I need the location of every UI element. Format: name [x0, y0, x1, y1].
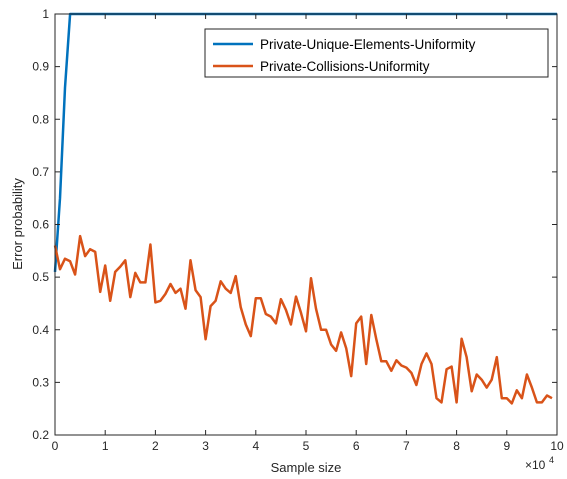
x-tick-label: 1: [102, 439, 109, 453]
series-line-1: [53, 234, 553, 405]
y-tick-label: 0.8: [32, 112, 49, 126]
y-tick-label: 0.3: [32, 375, 49, 389]
y-tick-label: 0.9: [32, 60, 49, 74]
y-tick-label: 0.5: [32, 270, 49, 284]
x-tick-label: 5: [303, 439, 310, 453]
x-exponent: ×10 4: [525, 455, 554, 472]
x-tick-label: 8: [453, 439, 460, 453]
y-tick-label: 0.2: [32, 428, 49, 442]
x-tick-label: 0: [52, 439, 59, 453]
x-tick-label: 9: [503, 439, 510, 453]
y-tick-label: 0.7: [32, 165, 49, 179]
legend-label-1: Private-Collisions-Uniformity: [260, 59, 430, 74]
x-exponent-base: ×10: [525, 458, 546, 472]
legend-box: [204, 28, 549, 78]
x-tick-label: 3: [202, 439, 209, 453]
x-tick-label: 10: [550, 439, 564, 453]
x-axis: 0 1 2 3 4 5 6 7 8 9 10: [52, 14, 564, 453]
x-tick-label: 4: [252, 439, 259, 453]
y-tick-label: 0.4: [32, 323, 49, 337]
legend: Private-Unique-Elements-Uniformity Privat…: [204, 28, 549, 78]
x-tick-label: 7: [403, 439, 410, 453]
x-tick-label: 6: [353, 439, 360, 453]
y-axis-title: Error probability: [10, 178, 25, 270]
x-exponent-power: 4: [549, 455, 554, 465]
x-tick-label: 2: [152, 439, 159, 453]
y-tick-label: 0.6: [32, 218, 49, 232]
x-axis-title: Sample size: [271, 460, 342, 475]
y-axis: 0.2 0.3 0.4 0.5 0.6 0.7 0.8 0.9 1: [32, 7, 557, 442]
legend-label-0: Private-Unique-Elements-Uniformity: [260, 37, 476, 52]
y-tick-label: 1: [42, 7, 49, 21]
